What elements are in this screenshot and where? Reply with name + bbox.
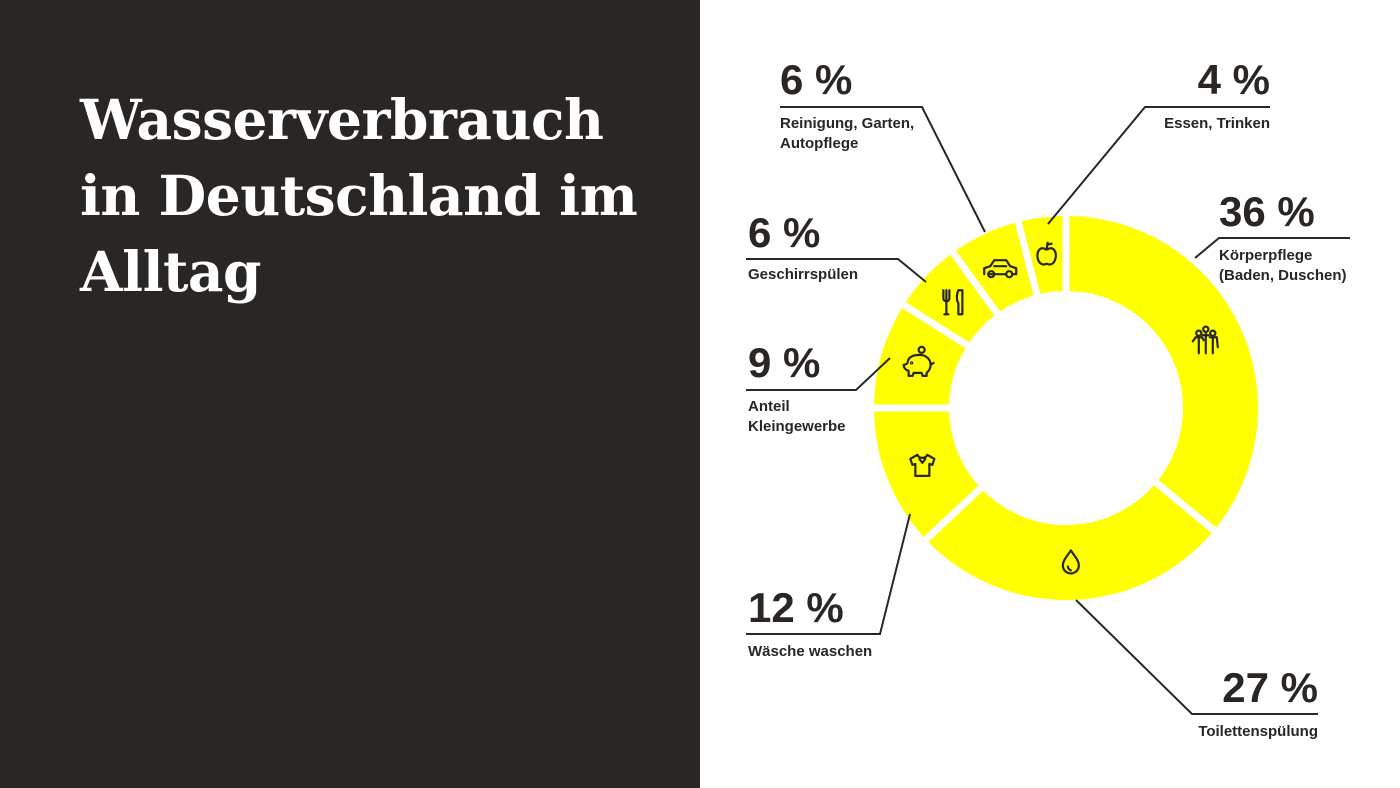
family-icon (1191, 325, 1219, 355)
leader-line-6 (780, 106, 986, 233)
slice-3 (874, 411, 979, 537)
leader-line-3 (746, 513, 911, 635)
category-label-6: Reinigung, Garten, Autopflege (780, 115, 914, 152)
water-drop-icon (1061, 549, 1080, 575)
cutlery-icon (942, 289, 964, 316)
slice-2 (928, 485, 1212, 600)
category-label-7: Essen, Trinken (1164, 115, 1270, 132)
value-label-4: 9 % (748, 339, 820, 386)
chart-panel: 36 % Körperpflege (Baden, Duschen) 27 % Toil… (700, 0, 1400, 788)
title-panel: Wasserverbrauch in Deutschland im Alltag (0, 0, 700, 788)
apple-icon (1036, 241, 1057, 266)
shirt-icon (909, 453, 936, 477)
donut-chart: 36 % Körperpflege (Baden, Duschen) 27 % Toil… (746, 56, 1350, 740)
leader-line-2 (1075, 599, 1318, 715)
leader-line-4 (746, 357, 891, 391)
value-label-3: 12 % (748, 584, 844, 631)
value-label-6: 6 % (780, 56, 852, 103)
value-label-2: 27 % (1222, 664, 1318, 711)
leader-line-5 (746, 258, 927, 283)
page-title: Wasserverbrauch in Deutschland im Alltag (80, 87, 638, 304)
category-label-2: Toilettenspülung (1198, 723, 1318, 740)
value-label-1: 36 % (1219, 188, 1315, 235)
piggy-bank-icon (902, 345, 935, 377)
category-label-4: Anteil Kleingewerbe (748, 398, 846, 435)
slice-1 (1069, 216, 1258, 528)
slice-7 (1021, 216, 1063, 294)
category-label-3: Wäsche waschen (748, 643, 872, 660)
leader-line-7 (1047, 106, 1270, 225)
category-label-5: Geschirrspülen (748, 266, 858, 283)
slice-4 (874, 308, 966, 405)
value-label-7: 4 % (1198, 56, 1270, 103)
category-label-1: Körperpflege (Baden, Duschen) (1219, 247, 1347, 284)
leader-line-1 (1194, 237, 1350, 259)
value-label-5: 6 % (748, 209, 820, 256)
car-icon (983, 259, 1018, 279)
